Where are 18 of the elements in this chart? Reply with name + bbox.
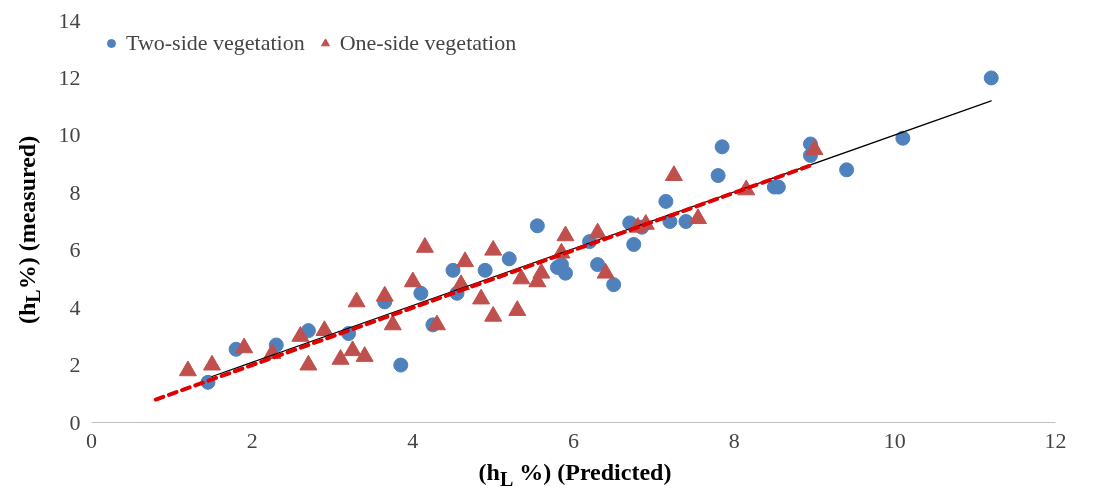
x-tick-label: 12 (1044, 427, 1067, 453)
x-tick-label: 10 (883, 427, 906, 453)
y-tick-label: 2 (69, 352, 81, 378)
y-tick-label: 0 (69, 409, 81, 435)
x-tick-label: 8 (728, 427, 740, 453)
x-tick-label: 4 (407, 427, 419, 453)
y-tick-label: 12 (58, 64, 81, 90)
x-tick-label: 2 (246, 427, 258, 453)
x-axis-title: (h$_{L}$ %) (Predicted) (478, 458, 672, 492)
y-tick-label: 4 (69, 294, 81, 320)
legend-label: Two-side vegetation (126, 30, 305, 56)
y-tick-label: 8 (69, 179, 81, 205)
y-tick-label: 14 (58, 7, 81, 33)
legend-label: One-side vegetation (339, 30, 517, 56)
y-tick-label: 6 (69, 237, 81, 263)
x-tick-label: 6 (568, 427, 579, 453)
y-tick-label: 10 (58, 122, 81, 148)
x-tick-label: 0 (86, 427, 97, 453)
